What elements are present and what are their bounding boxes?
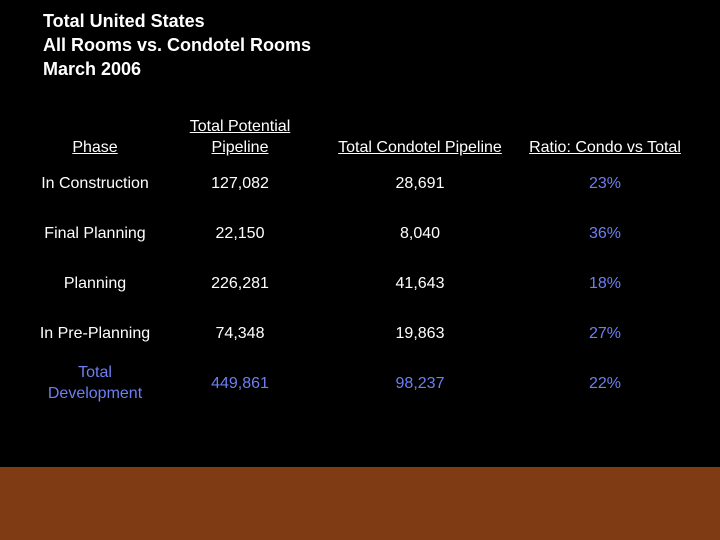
table-row-total: Total Development 449,861 98,237 22% (30, 358, 690, 408)
condotel-cell: 98,237 (395, 374, 445, 392)
phase-cell: Planning (63, 274, 127, 292)
table-header-row: Phase Total Potential Pipeline Total Con… (30, 108, 690, 158)
header-ratio: Ratio: Condo vs Total (529, 139, 681, 156)
title-line-3: March 2006 (43, 59, 142, 79)
potential-cell: 22,150 (215, 224, 265, 242)
potential-cell: 127,082 (211, 174, 269, 192)
phase-cell: In Construction (41, 174, 149, 192)
phase-cell: Total Development (47, 364, 143, 402)
footer-bar (0, 467, 720, 540)
potential-cell: 226,281 (211, 274, 269, 292)
ratio-cell: 27% (588, 324, 622, 342)
header-total-condotel-pipeline: Total Condotel Pipeline (338, 139, 502, 156)
table-row: In Construction 127,082 28,691 23% (30, 158, 690, 208)
table-row: Planning 226,281 41,643 18% (30, 258, 690, 308)
condotel-cell: 8,040 (399, 224, 441, 242)
ratio-cell: 18% (588, 274, 622, 292)
potential-cell: 449,861 (211, 374, 269, 392)
ratio-cell: 22% (588, 374, 622, 392)
table-row: In Pre-Planning 74,348 19,863 27% (30, 308, 690, 358)
title-line-1: Total United States (43, 11, 205, 31)
header-total-potential-pipeline: Total Potential Pipeline (189, 118, 291, 156)
ratio-cell: 23% (588, 174, 622, 192)
table-row: Final Planning 22,150 8,040 36% (30, 208, 690, 258)
pipeline-table: Phase Total Potential Pipeline Total Con… (30, 108, 690, 408)
header-phase: Phase (72, 139, 118, 156)
slide-title: Total United States All Rooms vs. Condot… (43, 9, 311, 81)
phase-cell: In Pre-Planning (39, 324, 151, 342)
phase-cell: Final Planning (44, 224, 146, 242)
condotel-cell: 19,863 (395, 324, 445, 342)
title-line-2: All Rooms vs. Condotel Rooms (43, 35, 312, 55)
condotel-cell: 41,643 (395, 274, 445, 292)
condotel-cell: 28,691 (395, 174, 445, 192)
potential-cell: 74,348 (215, 324, 265, 342)
ratio-cell: 36% (588, 224, 622, 242)
